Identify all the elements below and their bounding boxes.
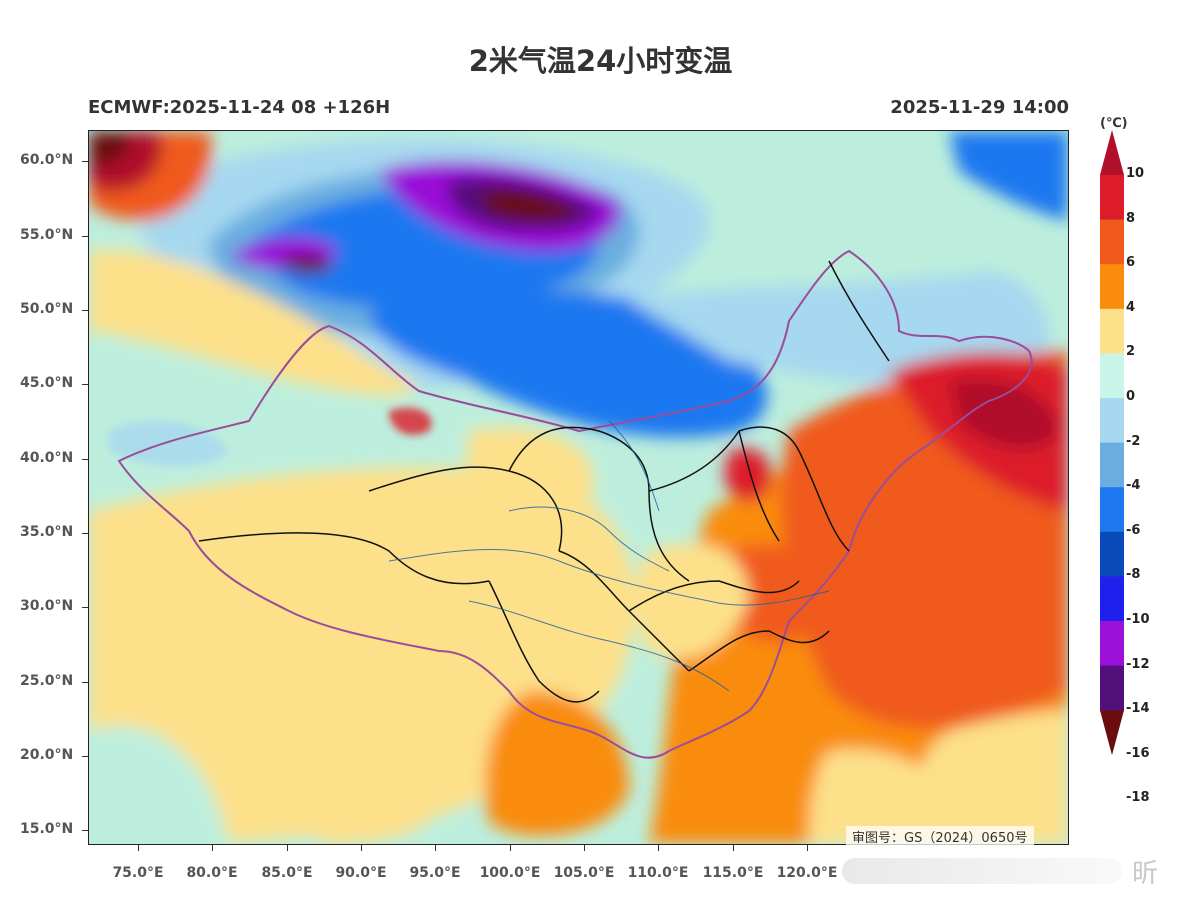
colorbar-label: -18 [1126, 790, 1150, 806]
colorbar-label: -6 [1126, 522, 1141, 538]
colorbar-segment [1100, 219, 1124, 265]
colorbar-segment [1100, 175, 1124, 221]
lat-label-45: 45.0°N [20, 375, 74, 391]
colorbar-label: 0 [1126, 389, 1136, 404]
colorbar-segment [1100, 308, 1124, 354]
colorbar-label: -10 [1126, 612, 1150, 627]
lon-tick [510, 845, 511, 851]
lat-label-15: 15.0°N [20, 821, 74, 837]
watermark: 昕 [842, 852, 1192, 890]
lat-label-55: 55.0°N [20, 227, 74, 243]
colorbar-label: -16 [1126, 745, 1150, 761]
colorbar-unit: (℃) [1100, 116, 1128, 131]
colorbar-label: -14 [1126, 701, 1150, 717]
lon-label-120: 120.0°E [776, 865, 838, 881]
colorbar-segment [1100, 665, 1124, 711]
lat-tick [82, 682, 88, 683]
colorbar-top-arrow [1100, 130, 1124, 175]
lon-tick [733, 845, 734, 851]
chart-title: 2米气温24小时变温 [468, 44, 733, 78]
lat-label-20: 20.0°N [20, 747, 74, 763]
colorbar-label: -2 [1126, 433, 1141, 449]
colorbar-label: 4 [1126, 299, 1136, 315]
colorbar-segment [1100, 398, 1124, 444]
colorbar-label: 2 [1126, 344, 1136, 360]
lon-label-110: 110.0°E [627, 865, 689, 881]
lon-label-75: 75.0°E [112, 865, 164, 881]
rivers [388, 420, 830, 692]
colorbar-segment [1100, 487, 1124, 533]
valid-time-label: 2025-11-29 14:00 [890, 97, 1069, 118]
watermark-text: 昕 [1132, 858, 1159, 889]
lat-label-30: 30.0°N [20, 598, 74, 614]
lat-tick [82, 384, 88, 385]
lat-tick [82, 830, 88, 831]
map-approval-number: 审图号：GS（2024）0650号 [846, 826, 1034, 847]
lat-label-50: 50.0°N [20, 301, 74, 317]
colorbar-label: -12 [1126, 656, 1150, 672]
colorbar [1100, 130, 1124, 756]
lat-tick [82, 756, 88, 757]
lon-tick [435, 845, 436, 851]
lon-label-105: 105.0°E [553, 865, 615, 881]
lat-label-40: 40.0°N [20, 450, 74, 466]
colorbar-bottom-arrow [1100, 710, 1124, 756]
country-border [117, 249, 1033, 759]
lon-label-115: 115.0°E [702, 865, 764, 881]
lat-tick [82, 236, 88, 237]
colorbar-segment [1100, 531, 1124, 577]
lat-tick [82, 161, 88, 162]
lat-tick [82, 533, 88, 534]
lon-label-100: 100.0°E [479, 865, 541, 881]
lat-label-25: 25.0°N [20, 673, 74, 689]
lat-label-35: 35.0°N [20, 524, 74, 540]
lon-tick [361, 845, 362, 851]
model-run-label: ECMWF:2025-11-24 08 +126H [88, 97, 391, 118]
lon-tick [138, 845, 139, 851]
colorbar-label: 10 [1126, 166, 1145, 181]
province-borders [198, 260, 890, 703]
lon-label-80: 80.0°E [186, 865, 238, 881]
lon-label-85: 85.0°E [261, 865, 313, 881]
lat-tick [82, 607, 88, 608]
lon-tick [658, 845, 659, 851]
colorbar-label: 8 [1126, 210, 1136, 226]
lat-tick [82, 459, 88, 460]
lon-tick [287, 845, 288, 851]
lon-tick [212, 845, 213, 851]
colorbar-segment [1100, 264, 1124, 310]
lon-tick [807, 845, 808, 851]
colorbar-label: -8 [1126, 567, 1141, 583]
colorbar-segment [1100, 353, 1124, 399]
colorbar-segment [1100, 442, 1124, 488]
colorbar-label: -4 [1126, 478, 1141, 494]
colorbar-segment [1100, 621, 1124, 667]
lon-label-95: 95.0°E [409, 865, 461, 881]
lat-tick [82, 310, 88, 311]
temperature-change-map[interactable] [88, 130, 1069, 845]
lon-tick [584, 845, 585, 851]
lon-label-90: 90.0°E [335, 865, 387, 881]
colorbar-label: 6 [1126, 255, 1136, 271]
watermark-bar [842, 858, 1122, 884]
colorbar-segment [1100, 576, 1124, 622]
lat-label-60: 60.0°N [20, 152, 74, 168]
